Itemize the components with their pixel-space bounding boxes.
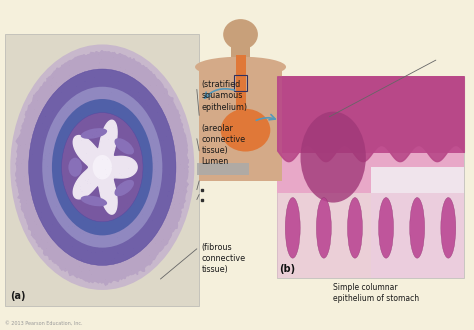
Ellipse shape — [68, 158, 82, 177]
Bar — [277, 76, 464, 279]
Bar — [197, 163, 249, 175]
Text: (a): (a) — [10, 291, 26, 301]
Text: (stratified
squamous
epithelium): (stratified squamous epithelium) — [201, 81, 248, 112]
Ellipse shape — [62, 113, 143, 222]
Ellipse shape — [347, 198, 363, 258]
Ellipse shape — [223, 19, 258, 50]
Text: (b): (b) — [280, 264, 296, 275]
Bar — [5, 34, 199, 306]
Ellipse shape — [379, 198, 393, 258]
Polygon shape — [73, 120, 137, 214]
Bar — [236, 55, 246, 116]
Ellipse shape — [42, 87, 163, 248]
Ellipse shape — [285, 198, 300, 258]
Ellipse shape — [316, 198, 331, 258]
Ellipse shape — [115, 180, 134, 196]
Text: (areolar
connective
tissue)
Lumen: (areolar connective tissue) Lumen — [201, 124, 246, 166]
Text: © 2013 Pearson Education, Inc.: © 2013 Pearson Education, Inc. — [5, 321, 83, 326]
Ellipse shape — [301, 112, 366, 203]
Ellipse shape — [52, 99, 153, 235]
Bar — [277, 193, 464, 279]
Polygon shape — [16, 50, 189, 283]
Ellipse shape — [115, 138, 134, 154]
Bar — [277, 76, 464, 153]
Bar — [371, 167, 464, 279]
Bar — [277, 153, 464, 193]
Ellipse shape — [410, 198, 425, 258]
Ellipse shape — [441, 198, 456, 258]
Bar — [234, 76, 247, 91]
Bar — [199, 65, 282, 182]
Ellipse shape — [28, 69, 176, 265]
Bar — [231, 33, 250, 57]
Text: Simple columnar
epithelium of stomach: Simple columnar epithelium of stomach — [333, 283, 419, 303]
Ellipse shape — [221, 109, 270, 151]
Ellipse shape — [81, 128, 107, 139]
Text: (fibrous
connective
tissue): (fibrous connective tissue) — [201, 243, 246, 274]
Polygon shape — [16, 52, 188, 285]
Ellipse shape — [81, 196, 107, 206]
Ellipse shape — [195, 57, 286, 77]
Ellipse shape — [92, 155, 112, 180]
Ellipse shape — [10, 45, 194, 290]
